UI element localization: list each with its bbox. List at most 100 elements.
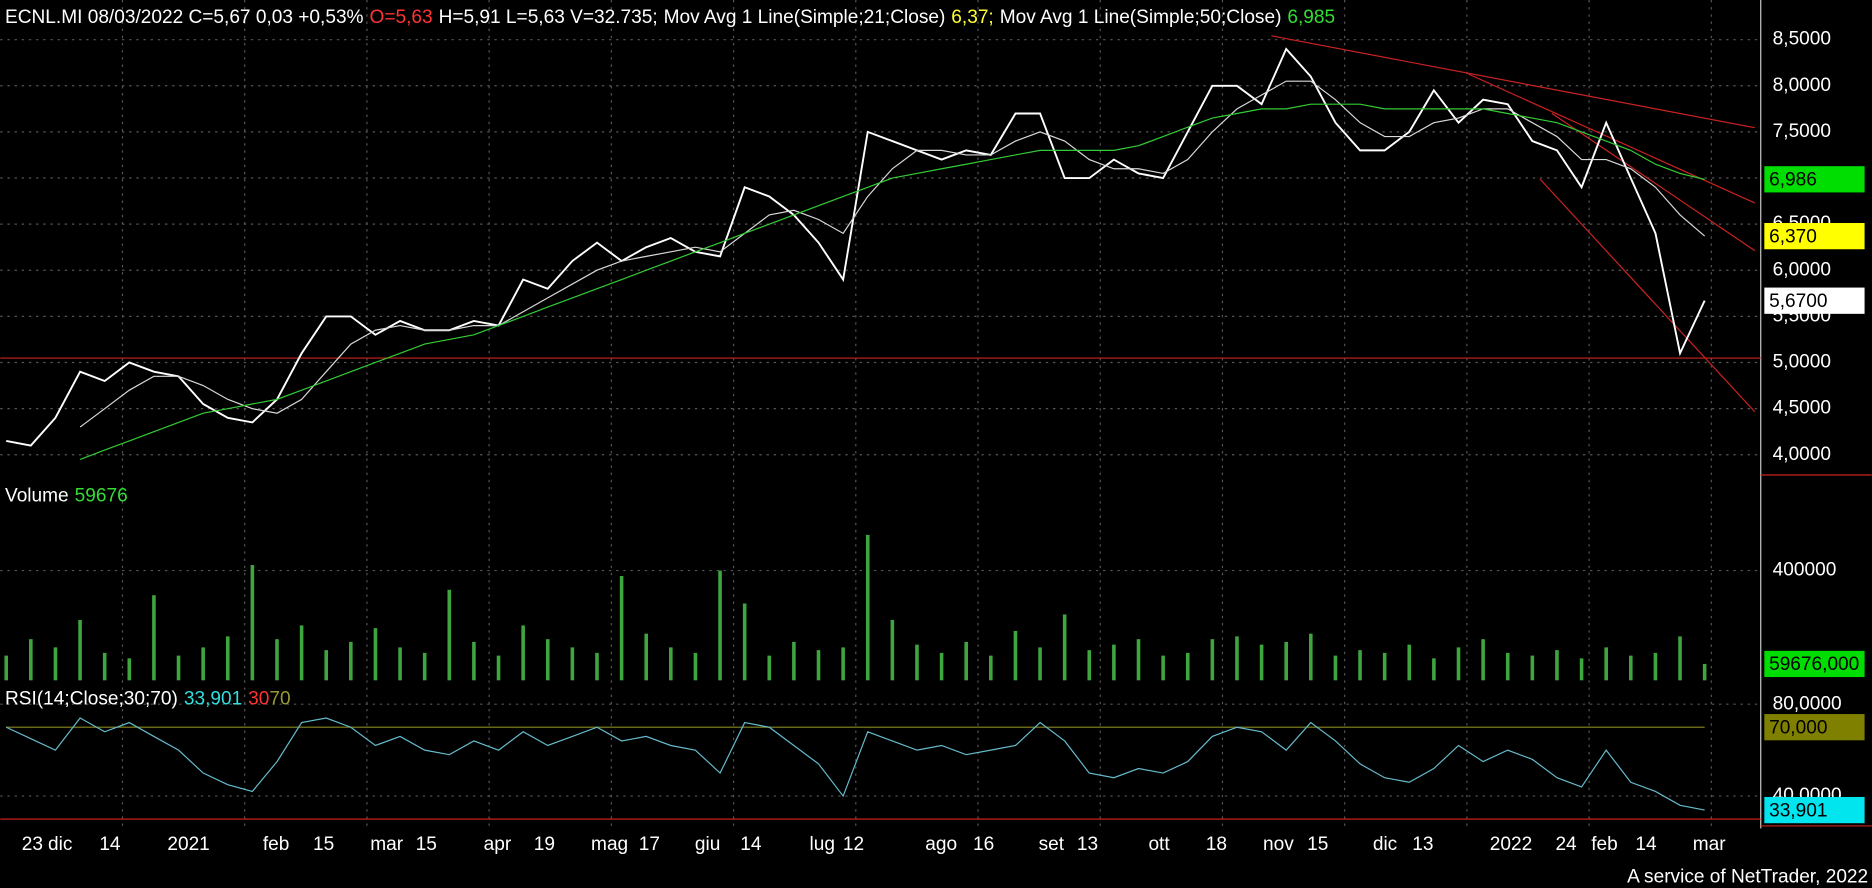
trend-line (1551, 112, 1756, 252)
volume-bar (767, 655, 772, 681)
volume-bar (349, 641, 353, 681)
volume-bar (1456, 647, 1461, 681)
volume-bar (1702, 663, 1707, 681)
header: ECNL.MI 08/03/2022 C=5,67 0,03 +0,53% O=5… (5, 7, 1335, 28)
volume-bar (422, 652, 427, 681)
x-tick-label: 16 (973, 834, 994, 855)
x-tick-label: dic (48, 834, 73, 855)
grid (0, 0, 1761, 826)
y-tick-label: 80,0000 (1773, 693, 1842, 714)
volume-bar (496, 655, 501, 681)
volume-bar (964, 641, 968, 681)
x-tick-label: 14 (1635, 834, 1657, 855)
volume-bar (865, 534, 870, 681)
x-tick-label: dic (1373, 834, 1398, 855)
volume-bar (1259, 644, 1264, 681)
trend-line (1539, 178, 1756, 413)
volume-bar (1136, 639, 1141, 681)
volume-bar (472, 641, 476, 681)
volume-bar (792, 641, 796, 681)
x-tick-label: 14 (99, 834, 121, 855)
volume-bar (1161, 655, 1165, 681)
value-tag (1764, 650, 1865, 678)
value-tag-label: 33,901 (1769, 800, 1827, 821)
series-line (79, 103, 1705, 460)
volume-bar (176, 655, 181, 681)
x-tick-label: ago (925, 834, 957, 855)
volume-bar (1432, 658, 1436, 681)
volume-bar (1407, 644, 1412, 681)
x-tick-label: 14 (740, 834, 762, 855)
volume-bar (1333, 655, 1338, 681)
value-tag (1764, 166, 1865, 193)
volume-bar (398, 647, 402, 681)
volume-bar (53, 647, 58, 681)
volume-bar (1185, 652, 1190, 681)
x-tick-label: nov (1263, 834, 1294, 855)
volume-bar (1358, 650, 1362, 681)
x-tick-label: mag (591, 834, 628, 855)
volume-header: Volume 59676 (5, 486, 128, 507)
x-tick-label: 24 (1555, 834, 1577, 855)
value-tag (1764, 287, 1865, 314)
volume-bar (1112, 644, 1116, 681)
footer: A service of NetTrader, 2022 (1627, 866, 1868, 887)
volume-bar (1210, 639, 1215, 681)
value-tag (1764, 223, 1865, 250)
volume-bar (225, 636, 230, 681)
volume-bar (742, 603, 747, 681)
volume-bar (915, 644, 919, 681)
value-tag (1764, 714, 1865, 741)
volume-bar (1284, 641, 1288, 681)
y-tick-label: 7,5000 (1773, 121, 1831, 142)
volume-bar (718, 570, 722, 681)
y-tick-label: 400000 (1773, 560, 1837, 581)
value-tag-label: 6,370 (1769, 226, 1817, 247)
volume-bar (299, 625, 304, 681)
x-tick-label: ott (1148, 834, 1170, 855)
x-tick-label: 15 (1307, 834, 1328, 855)
volume-bar (1235, 636, 1239, 681)
x-tick-label: 2021 (167, 834, 209, 855)
volume-bar (447, 589, 452, 681)
volume-bar (890, 619, 895, 681)
x-tick-label: feb (263, 834, 290, 855)
trend-line (1468, 73, 1756, 204)
volume-bar (1653, 652, 1658, 681)
x-tick-label: 12 (843, 834, 864, 855)
volume-bar (1555, 650, 1559, 681)
series-line (6, 47, 1706, 447)
x-tick-label: feb (1591, 834, 1618, 855)
volume-bar (1530, 655, 1535, 681)
volume-bar (1505, 652, 1510, 681)
volume-bar (152, 595, 156, 681)
value-tag (1764, 796, 1865, 824)
volume-bar (669, 647, 673, 681)
x-tick-label: lug (809, 834, 834, 855)
volume-bar (521, 625, 525, 681)
volume-bar (841, 647, 845, 681)
x-tick-label: 2022 (1490, 834, 1532, 855)
volume-bar (1087, 650, 1092, 681)
volume-bar (29, 639, 33, 681)
volume-bar (693, 652, 698, 681)
volume-bar (1481, 639, 1485, 681)
volume-bar (201, 647, 205, 681)
volume-bar (1629, 655, 1633, 681)
x-tick-label: 19 (534, 834, 555, 855)
trend-line (1271, 35, 1755, 129)
volume-bar (1604, 647, 1608, 681)
y-tick-label: 4,0000 (1773, 444, 1831, 465)
y-tick-label: 6,0000 (1773, 259, 1831, 280)
volume-bar (4, 655, 9, 681)
volume-bar (989, 655, 993, 681)
volume-bar (816, 650, 821, 681)
value-tag-label: 70,000 (1769, 717, 1827, 738)
x-tick-label: mar (370, 834, 404, 855)
volume-bar (78, 619, 82, 681)
x-tick-label: mar (1693, 834, 1727, 855)
x-tick-label: 17 (639, 834, 660, 855)
x-tick-label: apr (484, 834, 512, 855)
x-tick-label: 13 (1412, 834, 1433, 855)
